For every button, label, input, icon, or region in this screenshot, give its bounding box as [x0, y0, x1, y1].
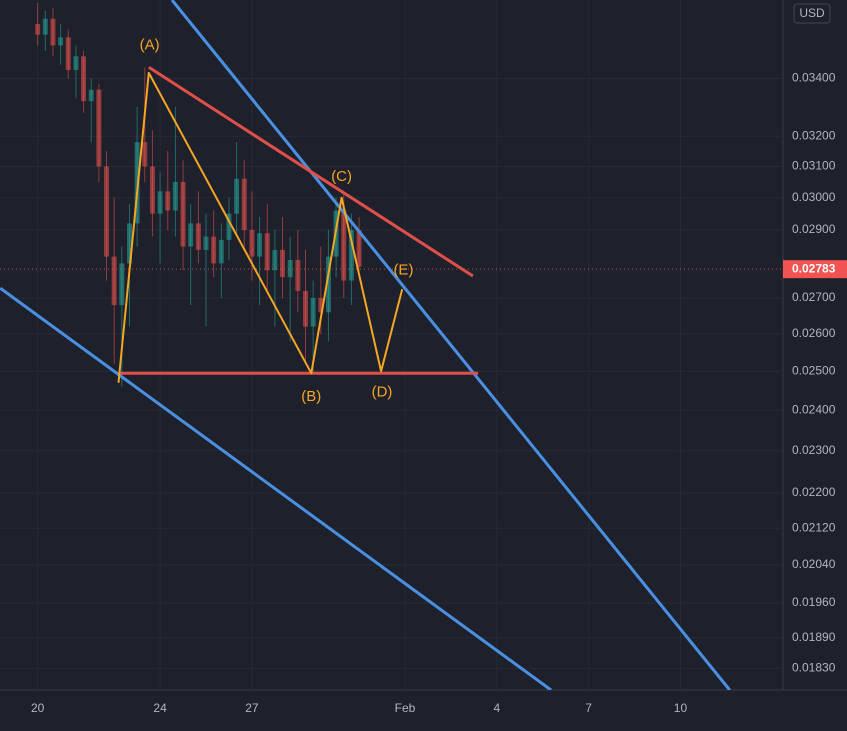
candle-body — [58, 37, 64, 46]
currency-box[interactable] — [793, 3, 831, 24]
y-tick-label: 0.02120 — [792, 520, 836, 534]
candle-body — [318, 298, 324, 313]
trend-line — [117, 71, 404, 383]
candle-body — [241, 178, 247, 230]
y-tick-label: 0.03400 — [792, 71, 836, 85]
candle-body — [81, 56, 87, 102]
y-tick-label: 0.03000 — [792, 190, 836, 204]
candle-body — [280, 249, 286, 278]
last-price-tag — [783, 260, 847, 279]
candle-body — [341, 210, 347, 281]
candle-body — [218, 239, 224, 264]
wave-label: (C) — [331, 168, 352, 185]
y-tick-label: 0.01890 — [792, 630, 836, 644]
candle-body — [88, 89, 94, 102]
wave-label: (B) — [301, 388, 321, 405]
y-tick-label: 0.02500 — [792, 363, 836, 377]
candle-body — [35, 24, 41, 35]
x-tick-label: 20 — [31, 701, 45, 715]
x-tick-label: 27 — [245, 701, 259, 715]
candle-body — [50, 18, 56, 46]
trend-line — [170, 0, 731, 690]
trend-line — [147, 66, 474, 278]
wave-label: (A) — [140, 36, 160, 53]
x-tick-label: 24 — [153, 701, 167, 715]
candle-body — [119, 263, 125, 306]
y-tick-label: 0.02300 — [792, 443, 836, 457]
candle-body — [203, 236, 209, 250]
y-tick-label: 0.02200 — [792, 485, 836, 499]
candle-body — [42, 18, 48, 35]
y-tick-label: 0.02040 — [792, 557, 836, 571]
candle-body — [226, 213, 232, 240]
candle-body — [188, 223, 194, 247]
candle-body — [325, 256, 331, 313]
y-tick-label: 0.02900 — [792, 222, 836, 236]
x-tick-label: 10 — [674, 701, 688, 715]
candle-body — [111, 256, 117, 306]
candle-body — [257, 233, 263, 257]
candle-body — [126, 223, 132, 264]
candle-body — [149, 166, 155, 214]
candle-body — [348, 229, 354, 281]
candle-body — [96, 89, 102, 167]
candle-body — [73, 56, 79, 71]
candle-body — [302, 290, 308, 327]
candle-body — [65, 37, 71, 71]
y-tick-label: 0.03200 — [792, 128, 836, 142]
grid — [0, 0, 783, 690]
plot — [0, 0, 783, 690]
candle-body — [172, 181, 178, 211]
y-tick-label: 0.02400 — [792, 402, 836, 416]
candle-body — [310, 298, 316, 327]
candle-body — [295, 259, 301, 291]
trend-line — [0, 286, 552, 690]
candle-body — [165, 191, 171, 211]
candle-body — [195, 223, 201, 250]
axes: 0.03400 0.03200 0.03100 0.03000 0.02900 0.027… — [31, 36, 847, 715]
y-tick-label: 0.01830 — [792, 661, 836, 675]
candle-body — [264, 233, 270, 271]
candle-body — [249, 229, 255, 257]
candle-body — [211, 236, 217, 264]
candle-body — [356, 229, 362, 267]
candle-body — [272, 249, 278, 271]
y-tick-label: 0.02700 — [792, 290, 836, 304]
wave-label: (D) — [372, 383, 393, 400]
candle-body — [287, 259, 293, 278]
candle-body — [157, 191, 163, 214]
currency[interactable]: USD — [799, 6, 825, 20]
candle-body — [104, 166, 110, 257]
candle-body — [180, 181, 186, 247]
candle-body — [142, 142, 148, 167]
candle-body — [234, 178, 240, 214]
wave-label: (E) — [393, 262, 413, 279]
last-price-label: 0.02783 — [792, 261, 836, 275]
y-tick-label: 0.01960 — [792, 595, 836, 609]
x-tick-label: 4 — [493, 701, 500, 715]
x-tick-label: 7 — [585, 701, 592, 715]
x-tick-label: Feb — [395, 701, 416, 715]
y-tick-label: 0.02600 — [792, 326, 836, 340]
y-tick-label: 0.03100 — [792, 159, 836, 173]
